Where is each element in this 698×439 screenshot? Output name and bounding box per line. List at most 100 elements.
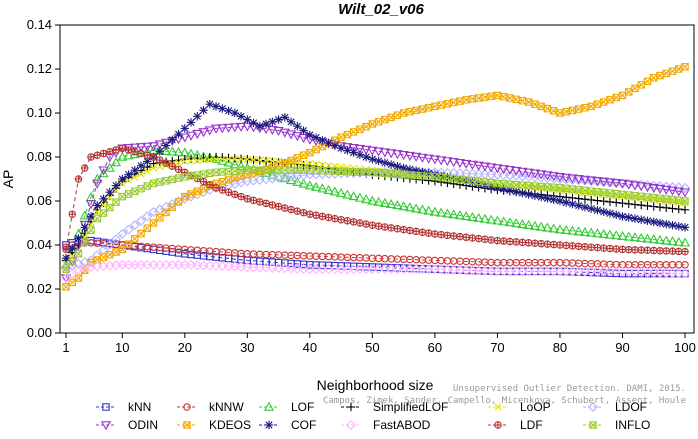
data-point	[492, 169, 503, 180]
legend-item-inflo: INFLO	[583, 418, 650, 432]
data-point	[104, 239, 115, 250]
data-point	[99, 149, 108, 158]
data-point	[648, 184, 659, 194]
data-point	[461, 265, 472, 276]
data-point	[149, 219, 158, 227]
data-point	[217, 155, 228, 165]
data-point	[418, 105, 427, 113]
x-axis-label: Neighborhood size	[317, 377, 434, 393]
data-point	[655, 267, 665, 278]
data-point	[479, 265, 490, 276]
data-point	[231, 155, 239, 163]
plot-frame	[59, 24, 695, 334]
data-point	[273, 263, 284, 274]
data-point	[218, 186, 227, 194]
data-point	[636, 267, 647, 278]
data-point	[143, 182, 152, 190]
data-point	[393, 162, 402, 171]
data-point	[274, 115, 283, 124]
data-point	[299, 151, 308, 159]
data-point	[593, 100, 602, 108]
data-point	[267, 125, 278, 136]
data-point	[636, 232, 647, 242]
data-point	[117, 151, 128, 161]
data-point	[130, 166, 139, 175]
data-point	[224, 155, 233, 163]
data-point	[611, 178, 622, 189]
data-point	[137, 229, 145, 238]
data-point	[479, 162, 491, 172]
data-point	[574, 201, 583, 210]
data-point	[612, 93, 620, 102]
data-point	[492, 215, 503, 225]
data-point	[561, 173, 572, 183]
data-point	[523, 171, 534, 182]
data-point	[154, 140, 165, 150]
data-point	[218, 155, 226, 163]
data-point	[242, 262, 253, 272]
data-point	[68, 210, 77, 218]
data-point	[549, 195, 558, 204]
data-point	[437, 173, 445, 182]
data-point	[381, 167, 389, 176]
data-point	[580, 195, 590, 204]
data-point	[168, 162, 177, 170]
data-point	[473, 161, 484, 171]
data-point	[581, 243, 589, 251]
data-point	[349, 148, 358, 157]
data-point	[149, 153, 158, 161]
legend-marker	[183, 403, 191, 411]
series-ldf-markers	[62, 144, 689, 256]
data-point	[606, 244, 614, 253]
data-point	[293, 207, 302, 215]
legend-marker	[346, 420, 356, 430]
data-point	[181, 157, 189, 165]
data-point	[649, 246, 658, 255]
data-point	[74, 175, 83, 183]
data-point	[655, 218, 665, 228]
data-point	[306, 148, 314, 157]
data-point	[404, 202, 416, 212]
data-point	[180, 124, 189, 133]
legend-label: LoOP	[520, 400, 551, 414]
data-point	[174, 165, 183, 174]
data-point	[204, 126, 215, 136]
data-point	[612, 210, 621, 220]
data-point	[187, 157, 195, 165]
data-point	[643, 246, 652, 255]
data-point	[106, 147, 114, 156]
data-point	[587, 243, 595, 251]
citation-line-2: Campos, Zimek, Sander, Campello, Micenko…	[323, 396, 686, 406]
data-point	[454, 210, 466, 220]
data-point	[317, 183, 328, 193]
data-point	[224, 188, 233, 196]
data-point	[287, 205, 295, 214]
legend-item-fastabod: FastABOD	[341, 418, 431, 432]
legend-marker	[494, 421, 502, 429]
data-point	[523, 219, 534, 229]
data-point	[68, 278, 77, 287]
data-point	[429, 206, 441, 216]
data-point	[235, 122, 247, 132]
data-point	[62, 283, 70, 291]
data-point	[179, 259, 190, 270]
data-point	[604, 229, 616, 239]
data-point	[198, 128, 209, 138]
legend-marker	[589, 421, 597, 429]
data-point	[261, 119, 271, 129]
data-point	[186, 260, 197, 270]
data-point	[256, 156, 264, 164]
data-point	[448, 158, 459, 168]
x-tick-label: 90	[615, 340, 629, 355]
data-point	[131, 187, 139, 196]
data-point	[523, 168, 534, 178]
data-point	[681, 261, 689, 269]
data-point	[60, 274, 72, 284]
data-point	[274, 202, 283, 211]
legend-marker	[588, 402, 598, 412]
data-point	[598, 228, 609, 238]
data-point	[530, 191, 540, 200]
data-point	[656, 71, 664, 80]
data-point	[356, 125, 364, 134]
data-point	[642, 233, 653, 243]
